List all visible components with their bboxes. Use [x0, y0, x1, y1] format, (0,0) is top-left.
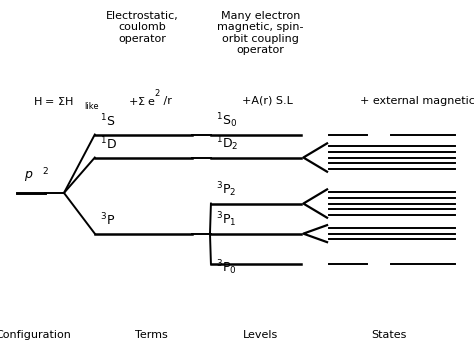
Text: $^1$S$_0$: $^1$S$_0$	[216, 111, 237, 130]
Text: $^3$P: $^3$P	[100, 212, 115, 228]
Text: + external magnetic field: + external magnetic field	[360, 96, 474, 106]
Text: 2: 2	[42, 167, 48, 176]
Text: Configuration: Configuration	[0, 330, 71, 340]
Text: p: p	[25, 167, 32, 181]
Text: $^1$D$_2$: $^1$D$_2$	[216, 134, 238, 153]
Text: Electrostatic,
coulomb
operator: Electrostatic, coulomb operator	[106, 11, 179, 44]
Text: /r: /r	[160, 96, 172, 106]
Text: $^3$P$_2$: $^3$P$_2$	[216, 180, 236, 199]
Text: H = $\Sigma$H: H = $\Sigma$H	[33, 95, 74, 107]
Text: Levels: Levels	[243, 330, 278, 340]
Text: Many electron
magnetic, spin-
orbit coupling
operator: Many electron magnetic, spin- orbit coup…	[218, 11, 304, 56]
Text: +A(r) S.L: +A(r) S.L	[242, 96, 292, 106]
Text: $^3$P$_0$: $^3$P$_0$	[216, 258, 237, 277]
Text: $^3$P$_1$: $^3$P$_1$	[216, 210, 236, 229]
Text: $^1$D: $^1$D	[100, 136, 117, 152]
Text: States: States	[371, 330, 406, 340]
Text: +$\Sigma$ e: +$\Sigma$ e	[128, 95, 156, 107]
Text: $^1$S: $^1$S	[100, 113, 115, 129]
Text: Terms: Terms	[135, 330, 168, 340]
Text: like: like	[84, 102, 99, 111]
Text: 2: 2	[155, 89, 160, 98]
